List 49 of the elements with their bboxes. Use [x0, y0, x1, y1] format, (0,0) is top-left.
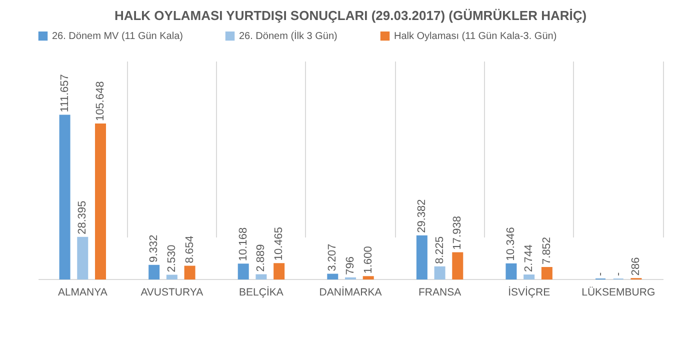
bar: [452, 252, 464, 280]
data-label: -: [612, 272, 624, 276]
legend-label: 26. Dönem (İlk 3 Gün): [239, 30, 338, 42]
x-tick-label: LÜKSEMBURG: [582, 286, 656, 298]
bar: [506, 263, 517, 280]
data-label: 2.530: [166, 244, 178, 272]
bar: [434, 266, 446, 280]
data-label: 8.225: [434, 236, 446, 264]
data-label: 10.465: [273, 226, 286, 261]
x-tick-label: İSVİÇRE: [508, 286, 550, 298]
legend-label: Halk Oylaması (11 Gün Kala-3. Gün): [394, 31, 557, 42]
x-tick-label: ALMANYA: [58, 286, 108, 298]
bar: [274, 263, 285, 280]
data-label: 28.395: [76, 200, 89, 234]
chart-title: HALK OYLAMASI YURTDIŞI SONUÇLARI (29.03.2017) (GÜMRÜKLER HARİÇ): [114, 8, 587, 23]
bar: [256, 274, 267, 280]
x-tick-label: AVUSTURYA: [140, 286, 204, 298]
data-label: 17.938: [452, 216, 464, 250]
bar: [148, 264, 160, 280]
bar: [362, 276, 374, 280]
x-tick-label: BELÇİKA: [239, 286, 284, 298]
data-label: 3.207: [326, 244, 339, 272]
bar: [524, 274, 535, 280]
bar: [77, 236, 88, 280]
bar: [541, 266, 552, 280]
bar: [184, 266, 196, 280]
data-label: 10.168: [237, 227, 250, 262]
bar: [327, 274, 338, 280]
data-label: 9.332: [148, 234, 160, 262]
x-tick-label: DANİMARKA: [319, 286, 382, 298]
data-label: 286: [630, 257, 642, 276]
data-label: 796: [344, 256, 356, 275]
data-label: 1.600: [362, 246, 374, 274]
bar: [95, 124, 106, 280]
bar: [238, 264, 249, 280]
data-label: 2.889: [255, 244, 268, 272]
data-label: 8.654: [184, 236, 196, 264]
data-label: 10.346: [505, 227, 518, 261]
legend-label: 26. Dönem MV (11 Gün Kala): [52, 31, 183, 42]
data-label: 29.382: [416, 199, 428, 233]
data-label: 2.744: [523, 244, 536, 272]
bar: [416, 235, 428, 280]
data-label: 7.852: [540, 236, 553, 264]
data-label: 105.648: [94, 81, 106, 122]
bar: [166, 274, 178, 280]
bar: [59, 114, 70, 280]
data-label: -: [594, 272, 606, 276]
x-tick-label: FRANSA: [418, 286, 462, 298]
data-label: 111.657: [58, 74, 71, 112]
